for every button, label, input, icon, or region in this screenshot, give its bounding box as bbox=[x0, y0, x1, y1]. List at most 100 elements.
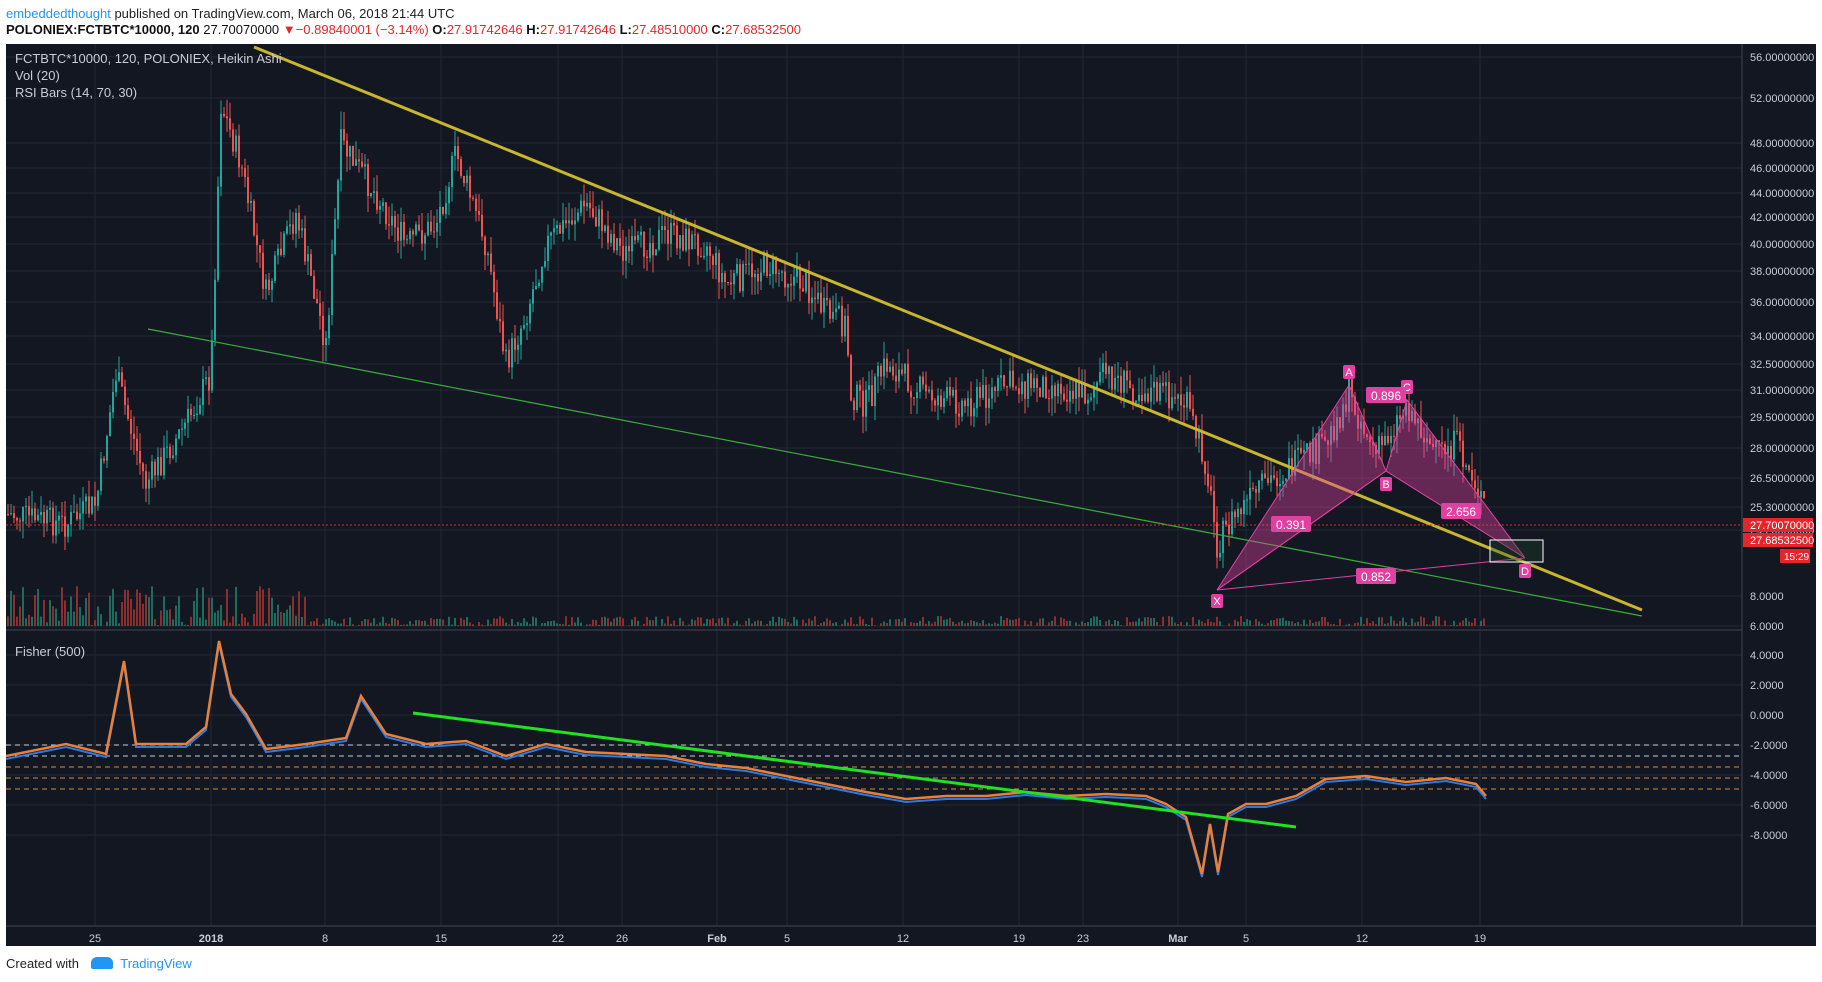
candle-body bbox=[352, 145, 354, 166]
volume-bar bbox=[1036, 622, 1038, 626]
volume-bar bbox=[1303, 619, 1305, 626]
candle-body bbox=[934, 400, 936, 406]
candle-body bbox=[535, 286, 537, 290]
pattern-point-b bbox=[1380, 477, 1392, 491]
candle-body bbox=[118, 372, 120, 381]
candle-body bbox=[1147, 393, 1149, 402]
chart-title-legend[interactable]: FCTBTC*10000, 120, POLONIEX, Heikin Ashi bbox=[15, 51, 282, 66]
candle-body bbox=[1243, 500, 1245, 515]
upper-trendline[interactable] bbox=[253, 45, 1643, 612]
price-axis[interactable]: 56.00000000 52.00000000 48.00000000 46.0000… bbox=[1750, 52, 1814, 537]
candle-body bbox=[1198, 430, 1200, 439]
chart-container[interactable]: X A B C D 0.391 0.896 2.656 0.852 56.00000000 52.… bbox=[5, 44, 1816, 946]
candle-body bbox=[1363, 421, 1365, 434]
candle-body bbox=[211, 340, 213, 391]
candle-body bbox=[1474, 480, 1476, 489]
candle-body bbox=[49, 507, 51, 510]
candle-body bbox=[1369, 437, 1371, 442]
volume-bar bbox=[973, 621, 975, 626]
candle-body bbox=[964, 400, 966, 407]
volume-bar bbox=[670, 623, 672, 626]
volume-bar bbox=[253, 613, 255, 626]
candle-body bbox=[1360, 421, 1362, 429]
volume-bar bbox=[1096, 616, 1098, 626]
volume-bar bbox=[73, 611, 75, 626]
candle-body bbox=[769, 274, 771, 276]
candle-body bbox=[562, 220, 564, 234]
volume-bar bbox=[1018, 618, 1020, 626]
volume-bar bbox=[772, 616, 774, 626]
candle-body bbox=[835, 308, 837, 313]
candle-body bbox=[736, 264, 738, 274]
candle-body bbox=[46, 509, 48, 524]
volume-bar bbox=[751, 623, 753, 626]
volume-bar bbox=[1291, 621, 1293, 626]
candle-body bbox=[229, 118, 231, 130]
fisher-trendline[interactable] bbox=[412, 711, 1297, 829]
candle-body bbox=[496, 292, 498, 319]
volume-bar bbox=[1318, 621, 1320, 626]
candle-body bbox=[1132, 388, 1134, 403]
candle-body bbox=[523, 325, 525, 329]
volume-legend[interactable]: Vol (20) bbox=[15, 68, 60, 83]
candle-body bbox=[1342, 404, 1344, 429]
tradingview-link[interactable]: TradingView bbox=[120, 956, 192, 971]
candle-body bbox=[250, 201, 252, 203]
rsi-bars-legend[interactable]: RSI Bars (14, 70, 30) bbox=[15, 85, 138, 100]
candle-body bbox=[580, 200, 582, 213]
candle-body bbox=[172, 455, 174, 458]
volume-bar bbox=[1252, 625, 1254, 626]
volume-bar bbox=[1189, 625, 1191, 626]
volume-bar bbox=[151, 586, 153, 626]
candle-body bbox=[121, 372, 123, 387]
candle-body bbox=[97, 490, 99, 506]
candle-body bbox=[1222, 520, 1224, 554]
candle-body bbox=[388, 224, 390, 226]
tradingview-logo-icon[interactable] bbox=[90, 957, 113, 969]
candle-body bbox=[1438, 440, 1440, 443]
candle-body bbox=[931, 389, 933, 401]
candle-body bbox=[556, 225, 558, 229]
close-price-tag bbox=[1743, 533, 1813, 547]
author-link[interactable]: embeddedthought bbox=[6, 6, 111, 21]
volume-bar bbox=[541, 623, 543, 626]
volume-bar bbox=[589, 624, 591, 626]
volume-bar bbox=[442, 619, 444, 626]
volume-bar bbox=[415, 620, 417, 626]
volume-bar bbox=[436, 618, 438, 626]
candle-body bbox=[22, 507, 24, 522]
volume-bar bbox=[616, 617, 618, 626]
volume-bar bbox=[550, 621, 552, 626]
volume-bar bbox=[1471, 622, 1473, 626]
volume-bar bbox=[1369, 622, 1371, 626]
volume-bar bbox=[1483, 618, 1485, 626]
volume-bar bbox=[1294, 623, 1296, 626]
volume-bar bbox=[1273, 620, 1275, 626]
volume-bar bbox=[1129, 622, 1131, 626]
volume-bar bbox=[829, 620, 831, 626]
volume-bar bbox=[895, 619, 897, 626]
candle-body bbox=[79, 513, 81, 520]
candle-body bbox=[1285, 478, 1287, 481]
volume-bar bbox=[664, 623, 666, 626]
volume-bar bbox=[445, 625, 447, 626]
candle-body bbox=[205, 377, 207, 380]
time-axis[interactable]: 25 2018 8 15 22 26 Feb 5 12 19 23 Mar 5 12 19 bbox=[89, 933, 1486, 945]
pattern-point-label: X bbox=[1213, 596, 1221, 608]
candle-body bbox=[76, 511, 78, 520]
candle-body bbox=[1384, 435, 1386, 445]
volume-bar bbox=[796, 619, 798, 626]
candle-body bbox=[985, 384, 987, 408]
volume-bar bbox=[1435, 616, 1437, 626]
volume-bar bbox=[412, 624, 414, 626]
fisher-axis[interactable]: 8.0000 6.0000 4.0000 2.0000 0.0000 -2.0000 -4.… bbox=[1750, 591, 1787, 842]
volume-bar bbox=[1450, 624, 1452, 626]
volume-bar bbox=[745, 620, 747, 626]
volume-bar bbox=[211, 597, 213, 626]
fisher-legend[interactable]: Fisher (500) bbox=[15, 644, 86, 659]
target-zone-box[interactable] bbox=[1489, 539, 1544, 563]
volume-bar bbox=[259, 586, 261, 626]
volume-bar bbox=[967, 622, 969, 626]
candle-body bbox=[142, 463, 144, 472]
